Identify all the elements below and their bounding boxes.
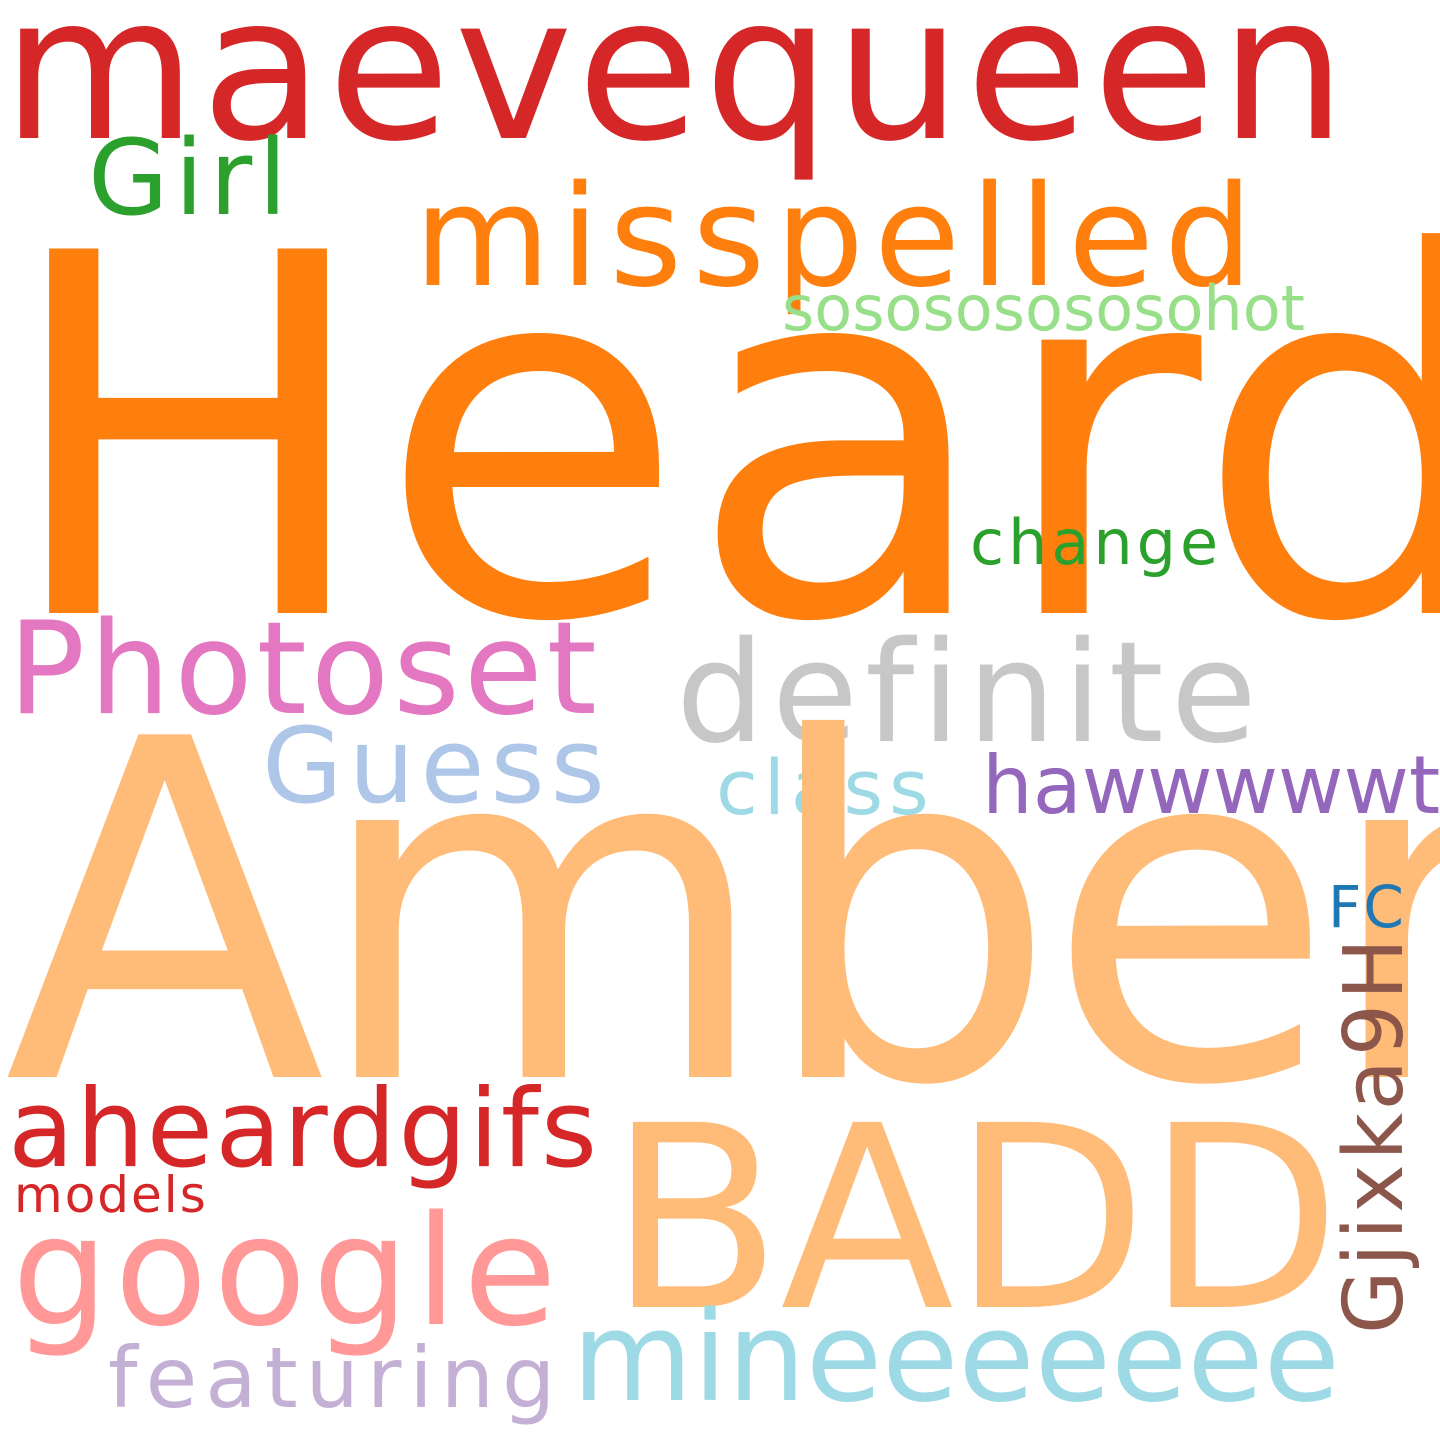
word-gjixka9h: Gjixka9H (1327, 934, 1422, 1334)
word-sosososososohot: sosososososohot (782, 272, 1305, 345)
word-hawwwwwt: hawwwwwt (982, 739, 1440, 832)
word-badd: BADD (608, 1071, 1341, 1367)
word-girl: Girl (88, 117, 294, 239)
word-misspelled: misspelled (414, 156, 1263, 319)
word-mineeeeeee: mineeeeeee (572, 1286, 1340, 1430)
word-definite: definite (676, 612, 1264, 775)
word-heard: Heard (0, 149, 1440, 731)
word-aheardgifs: aheardgifs (8, 1067, 600, 1192)
word-photoset: Photoset (8, 595, 601, 744)
word-google: google (12, 1183, 563, 1360)
word-guess: Guess (262, 705, 611, 827)
word-maevequeen: maevequeen (2, 0, 1351, 186)
word-fc: FC (1328, 873, 1406, 941)
word-models: models (14, 1166, 208, 1224)
word-change: change (970, 506, 1223, 579)
word-amber: Amber (4, 641, 1440, 1188)
word-class: class (716, 743, 935, 832)
word-featuring: featuring (108, 1329, 564, 1427)
